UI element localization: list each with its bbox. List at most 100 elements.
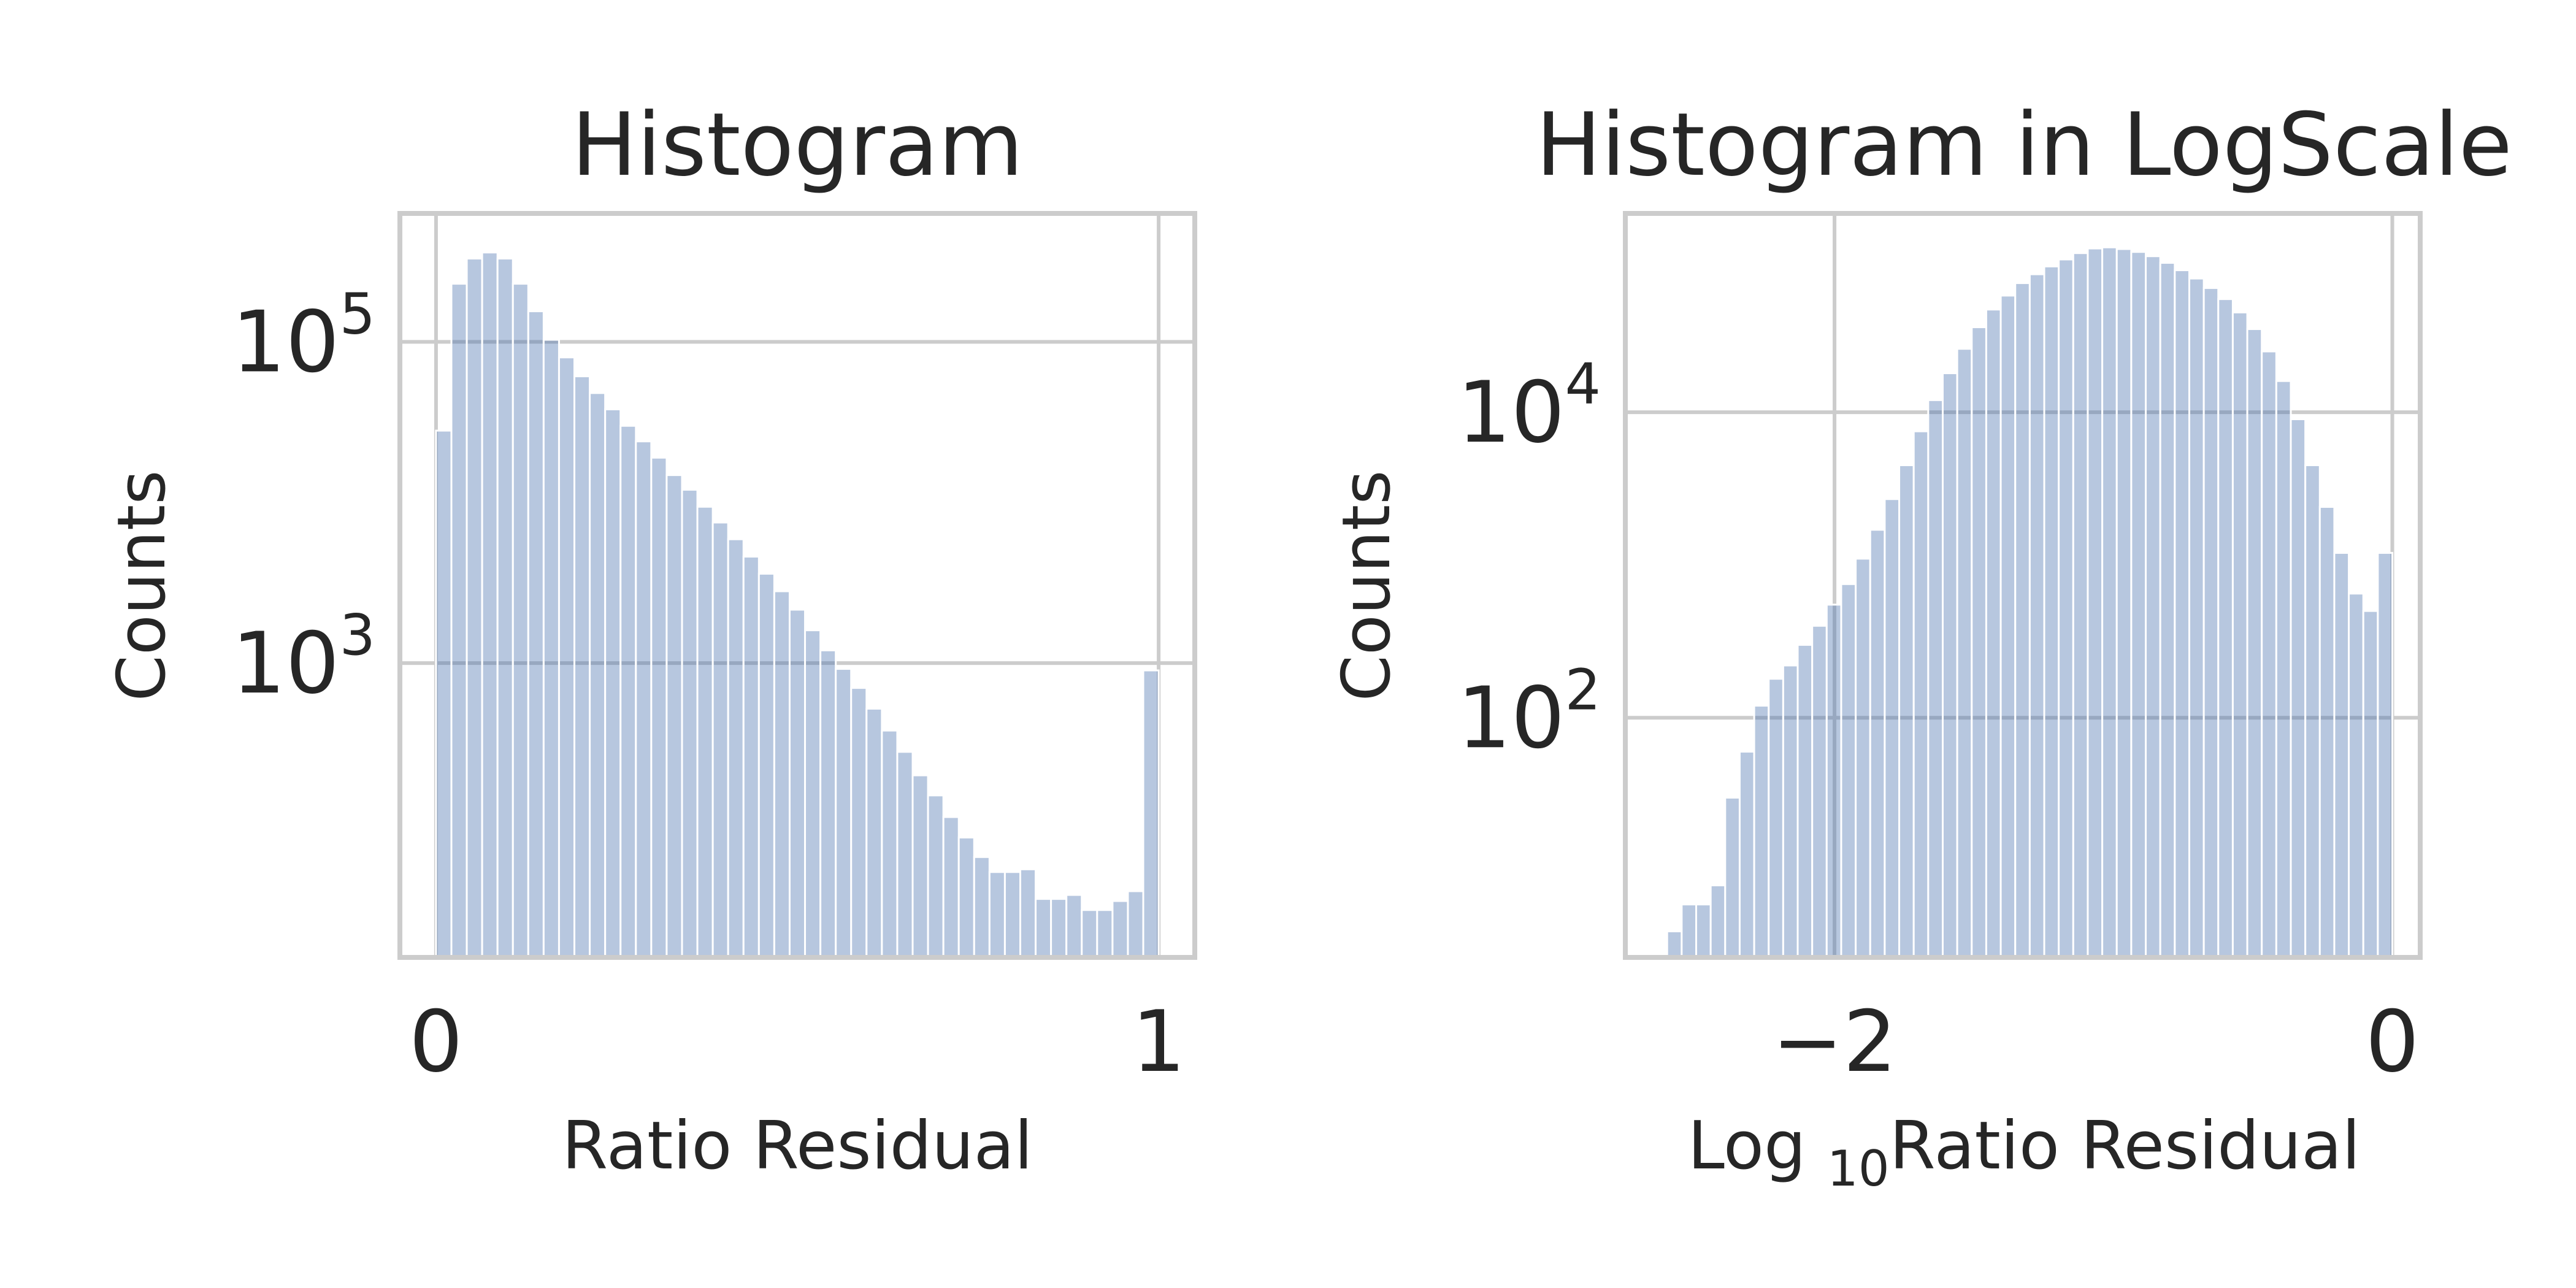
histogram-bar (450, 283, 468, 959)
histogram-bar (1884, 498, 1901, 959)
histogram-bar (1709, 884, 1727, 959)
histogram-bar (865, 707, 883, 959)
histogram-bar (2101, 246, 2118, 959)
histogram-bar (665, 474, 683, 959)
histogram-bar (2362, 610, 2379, 959)
histogram-bar (2275, 380, 2292, 959)
y-axis-label: Counts (1328, 470, 1405, 702)
histogram-bar (2014, 282, 2031, 959)
histogram-bar (1999, 294, 2017, 959)
chart-title: Histogram in LogScale (1536, 94, 2512, 196)
x-axis-label-rest: Ratio Residual (1890, 1108, 2361, 1184)
histogram-bar (1666, 930, 1683, 959)
histogram-bar (2290, 418, 2307, 959)
histogram-bar (1985, 309, 2002, 959)
histogram-bar (1035, 898, 1052, 959)
histogram-bar (1898, 464, 1915, 959)
histogram-bar (957, 837, 975, 959)
histogram-bar (2377, 551, 2394, 959)
y-tick-label: 102 (1457, 657, 1601, 767)
y-tick-exponent: 5 (339, 281, 375, 347)
histogram-bar (2348, 592, 2364, 959)
histogram-bar (2188, 277, 2205, 959)
y-tick-base: 10 (1457, 669, 1565, 767)
histogram-bar (681, 488, 699, 959)
tick-labels: −2 0 102 104 (1457, 351, 2420, 1091)
bars (1666, 246, 2394, 959)
histogram-bar (2145, 255, 2161, 959)
plot-frame (397, 211, 1197, 960)
histogram-bar (1753, 705, 1770, 959)
histogram-bar (1111, 900, 1129, 959)
y-tick-exponent: 3 (339, 602, 375, 668)
histogram-bar (757, 572, 775, 959)
x-tick-label: 1 (1132, 992, 1186, 1091)
histogram-bar (527, 310, 545, 959)
histogram-bar (1971, 326, 1987, 959)
x-axis-label-log: Log (1688, 1108, 1806, 1184)
histogram-bar (1956, 348, 1973, 959)
histogram-bar (804, 629, 822, 959)
histogram-bar (1855, 558, 1871, 959)
histogram-bar (1811, 624, 1828, 959)
histogram-bar (881, 729, 899, 959)
histogram-bar (1003, 871, 1021, 959)
histogram-bar (1065, 894, 1083, 959)
histogram-bar (711, 521, 729, 959)
histogram-bar (1869, 529, 1886, 959)
histogram-bar (496, 258, 514, 959)
histogram-bar (2174, 269, 2190, 959)
histogram-bar (773, 590, 791, 959)
histogram-bar (558, 356, 576, 959)
histogram-bar (942, 816, 960, 959)
histogram-bar (2159, 262, 2176, 959)
histogram-bar (1941, 372, 1958, 959)
histogram-bar (1695, 903, 1712, 959)
x-tick-label: −2 (1772, 992, 1896, 1091)
x-tick-label: 0 (2366, 992, 2420, 1091)
histogram-bar (2130, 251, 2147, 959)
histogram-bar (742, 556, 760, 959)
histogram-bar (1782, 664, 1799, 959)
histogram-bar (1796, 643, 1814, 959)
y-tick-label: 105 (232, 281, 375, 391)
histogram-bar (1127, 890, 1144, 959)
histogram-bar (2028, 273, 2045, 959)
histogram-bar (988, 871, 1006, 959)
y-axis-label: Counts (104, 470, 180, 702)
histogram-bar (481, 251, 499, 959)
histogram-bar (788, 608, 807, 959)
histogram-bar (973, 856, 991, 959)
histogram-bar (819, 649, 837, 959)
histogram-bar (727, 538, 745, 959)
x-axis-label: Ratio Residual (562, 1108, 1033, 1184)
histogram-bar (466, 258, 483, 959)
histogram-bar (2261, 350, 2277, 959)
chart-title: Histogram (572, 94, 1024, 196)
bars (435, 251, 1160, 959)
histogram-bar (927, 794, 945, 959)
histogram-bar (896, 751, 914, 959)
y-tick-label: 104 (1457, 351, 1601, 462)
histogram-bar (2304, 464, 2321, 959)
y-tick-base: 10 (232, 614, 340, 713)
histogram-bar (2043, 265, 2060, 959)
histogram-bar (1681, 903, 1698, 959)
histogram-bar (850, 687, 868, 959)
histogram-bar (2231, 311, 2248, 959)
histogram-bar (2115, 248, 2133, 959)
plot-frame (1623, 211, 2423, 960)
histogram-bar (2246, 328, 2263, 959)
histogram-bar (1912, 430, 1930, 959)
histogram-bar (1050, 898, 1068, 959)
y-tick-exponent: 2 (1565, 657, 1601, 723)
histogram-bar (1724, 797, 1741, 959)
histogram-bar (2072, 252, 2089, 959)
x-axis-label-subscript: 10 (1827, 1140, 1890, 1197)
histogram-bar (650, 456, 668, 959)
histogram-bar (1768, 678, 1784, 959)
histogram-bar (512, 283, 529, 959)
